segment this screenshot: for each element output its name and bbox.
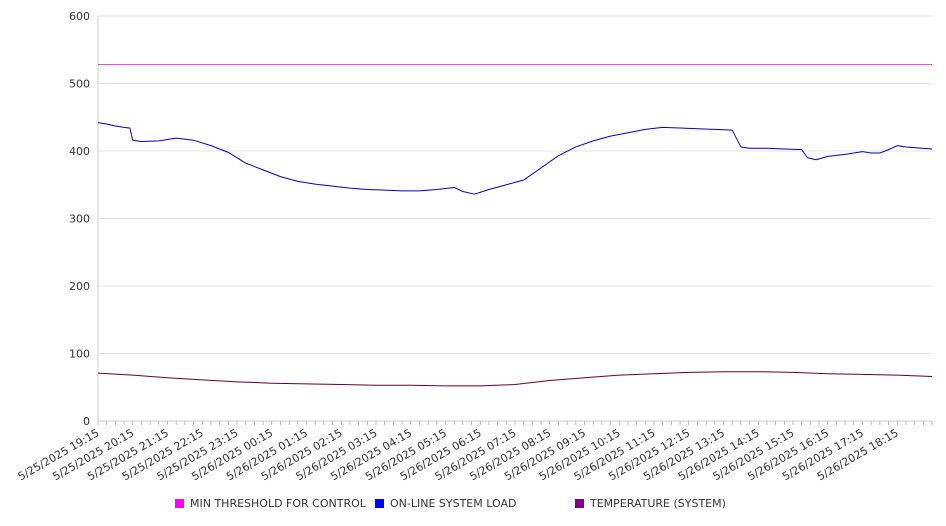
y-axis-ticks: 0 100 200 300 400 500 600	[69, 10, 90, 428]
y-tick-label-300: 300	[69, 213, 90, 226]
legend-label-min-threshold: MIN THRESHOLD FOR CONTROL	[190, 497, 366, 510]
legend: MIN THRESHOLD FOR CONTROL ON-LINE SYSTEM…	[0, 497, 946, 515]
series-lines	[97, 64, 933, 387]
grid-lines	[98, 15, 932, 354]
axes	[97, 16, 933, 425]
y-tick-label-200: 200	[69, 280, 90, 293]
legend-item-temperature[interactable]: TEMPERATURE (SYSTEM)	[575, 497, 726, 510]
series-line-temperature	[97, 371, 933, 387]
legend-label-system-load: ON-LINE SYSTEM LOAD	[390, 497, 517, 510]
legend-swatch-temperature	[575, 499, 584, 508]
y-tick-label-600: 600	[69, 10, 90, 23]
legend-item-min-threshold[interactable]: MIN THRESHOLD FOR CONTROL	[175, 497, 366, 510]
y-tick-label-400: 400	[69, 145, 90, 158]
series-line-system-load	[97, 122, 933, 195]
y-tick-label-0: 0	[83, 415, 90, 428]
x-axis-ticks: 5/25/2025 19:155/25/2025 20:155/25/2025 …	[16, 426, 901, 483]
legend-label-temperature: TEMPERATURE (SYSTEM)	[590, 497, 726, 510]
y-tick-label-500: 500	[69, 78, 90, 91]
legend-swatch-system-load	[375, 499, 384, 508]
legend-swatch-min-threshold	[175, 499, 184, 508]
y-tick-label-100: 100	[69, 348, 90, 361]
legend-item-system-load[interactable]: ON-LINE SYSTEM LOAD	[375, 497, 516, 510]
